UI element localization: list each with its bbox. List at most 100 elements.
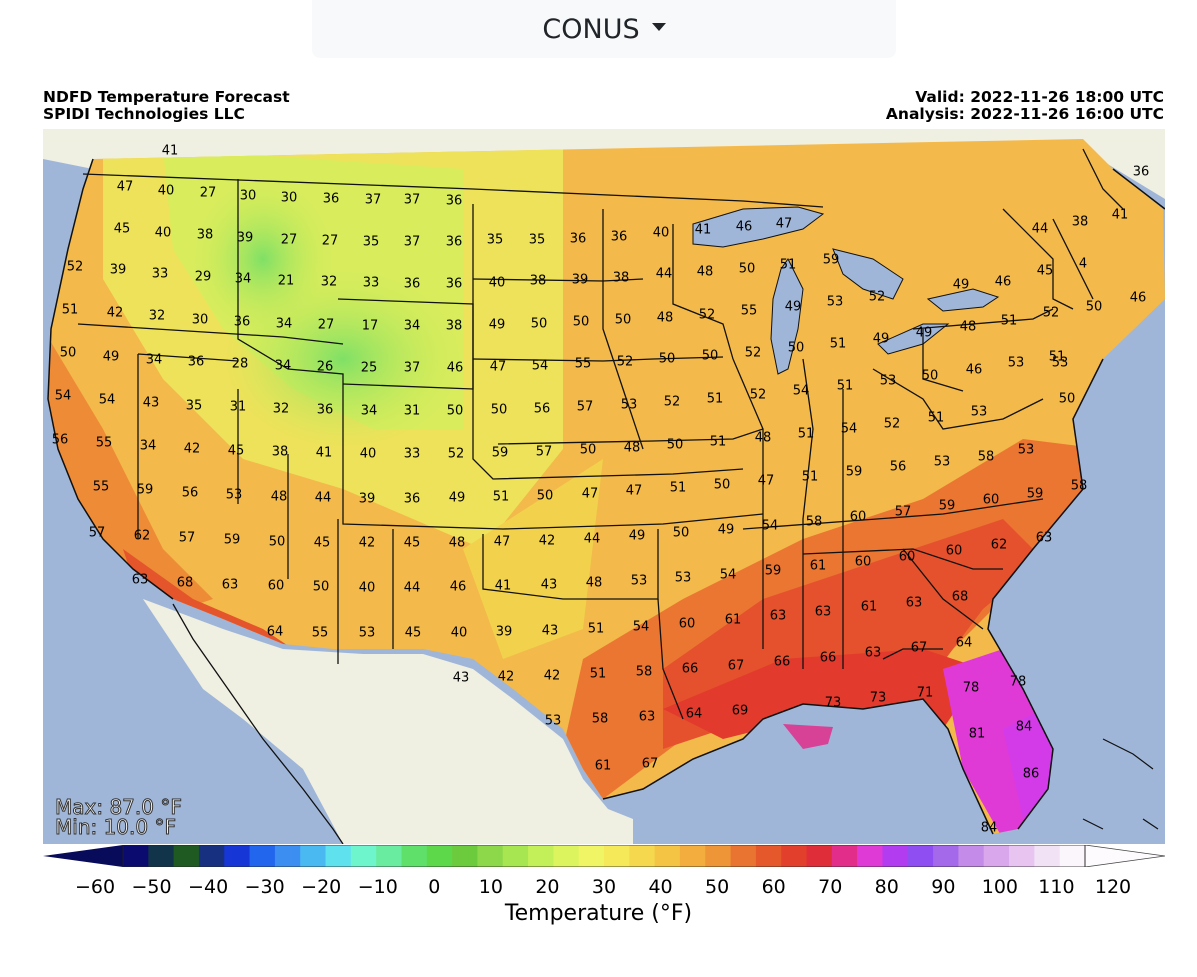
- station-value: 53: [826, 294, 844, 310]
- station-value: 37: [403, 234, 421, 250]
- station-value: 49: [872, 331, 890, 347]
- colorbar-tick-label: 80: [874, 876, 899, 898]
- region-select[interactable]: CONUS: [312, 0, 896, 58]
- station-value: 40: [450, 625, 468, 641]
- station-value: 45: [113, 221, 131, 237]
- colorbar-swatch: [654, 845, 681, 867]
- station-value: 35: [362, 234, 380, 250]
- station-value: 59: [491, 445, 509, 461]
- station-value: 44: [314, 490, 332, 506]
- station-value: 69: [731, 703, 749, 719]
- station-value: 78: [962, 680, 980, 696]
- station-value: 34: [403, 318, 421, 334]
- station-value: 44: [403, 580, 421, 596]
- station-value: 50: [701, 348, 719, 364]
- station-value: 51: [492, 489, 510, 505]
- station-value: 39: [236, 230, 254, 246]
- colorbar-swatch: [376, 845, 402, 867]
- station-value: 54: [761, 518, 779, 534]
- station-value: 52: [616, 354, 634, 370]
- station-value: 52: [868, 289, 886, 305]
- station-value: 50: [572, 314, 590, 330]
- colorbar-swatch: [806, 845, 833, 867]
- colorbar: [43, 844, 1166, 871]
- station-value: 40: [359, 446, 377, 462]
- colorbar-swatch: [274, 845, 301, 867]
- station-value: 54: [840, 421, 858, 437]
- station-value: 43: [540, 577, 558, 593]
- station-value: 52: [698, 307, 716, 323]
- station-value: 49: [448, 490, 466, 506]
- station-value: 35: [185, 398, 203, 414]
- station-value: 50: [490, 402, 508, 418]
- station-value: 36: [187, 354, 205, 370]
- station-value: 46: [1129, 290, 1147, 306]
- station-value: 73: [824, 695, 842, 711]
- colorbar-tick-label: −40: [188, 876, 229, 898]
- station-value: 51: [779, 257, 797, 273]
- colorbar-swatch: [502, 845, 529, 867]
- station-value: 44: [655, 266, 673, 282]
- station-value: 47: [757, 473, 775, 489]
- station-value: 49: [784, 299, 802, 315]
- station-value: 37: [364, 192, 382, 208]
- station-value: 38: [271, 444, 289, 460]
- station-value: 42: [183, 441, 201, 457]
- station-value: 38: [1071, 214, 1089, 230]
- station-value: 54: [632, 619, 650, 635]
- colorbar-swatch: [629, 845, 656, 867]
- colorbar-swatch: [933, 845, 959, 867]
- station-value: 66: [819, 650, 837, 666]
- station-value: 52: [447, 446, 465, 462]
- station-value: 51: [706, 391, 724, 407]
- gulf-coastline: [602, 698, 994, 835]
- station-value: 81: [968, 726, 986, 742]
- station-value: 48: [623, 440, 641, 456]
- station-value: 53: [1051, 355, 1069, 371]
- station-value: 26: [316, 359, 334, 375]
- station-value: 51: [709, 434, 727, 450]
- station-value: 48: [959, 319, 977, 335]
- station-value: 58: [591, 711, 609, 727]
- station-value: 53: [544, 713, 562, 729]
- station-value: 50: [530, 316, 548, 332]
- station-value: 46: [735, 219, 753, 235]
- colorbar-swatch: [148, 845, 175, 867]
- station-value: 46: [965, 362, 983, 378]
- station-value: 53: [970, 404, 988, 420]
- station-value: 64: [955, 635, 973, 651]
- station-value: 40: [358, 580, 376, 596]
- colorbar-swatch: [907, 845, 934, 867]
- colorbar-swatch: [578, 845, 605, 867]
- station-value: 58: [977, 449, 995, 465]
- station-value: 52: [744, 345, 762, 361]
- colorbar-swatch: [882, 845, 909, 867]
- station-value: 42: [538, 533, 556, 549]
- station-value: 34: [139, 438, 157, 454]
- colorbar-swatch: [679, 845, 706, 867]
- station-value: 51: [589, 666, 607, 682]
- station-value: 34: [274, 358, 292, 374]
- colorbar-swatch: [1034, 845, 1061, 867]
- station-value: 45: [227, 443, 245, 459]
- station-value: 50: [579, 442, 597, 458]
- colorbar-swatch: [730, 845, 757, 867]
- station-value: 51: [1000, 313, 1018, 329]
- station-value: 66: [681, 661, 699, 677]
- station-value: 51: [836, 378, 854, 394]
- colorbar-tick-label: 30: [591, 876, 617, 898]
- station-value: 17: [361, 318, 379, 334]
- station-value: 39: [358, 491, 376, 507]
- station-value: 54: [792, 383, 810, 399]
- station-value: 41: [694, 222, 712, 238]
- station-value: 53: [1017, 442, 1035, 458]
- colorbar-swatch: [123, 845, 149, 867]
- colorbar-swatch: [528, 845, 554, 867]
- station-value: 53: [630, 573, 648, 589]
- station-value: 60: [854, 554, 872, 570]
- station-value: 36: [610, 229, 628, 245]
- colorbar-swatch: [831, 845, 858, 867]
- mexico-land: [143, 599, 633, 844]
- station-value: 36: [316, 402, 334, 418]
- station-value: 43: [142, 395, 160, 411]
